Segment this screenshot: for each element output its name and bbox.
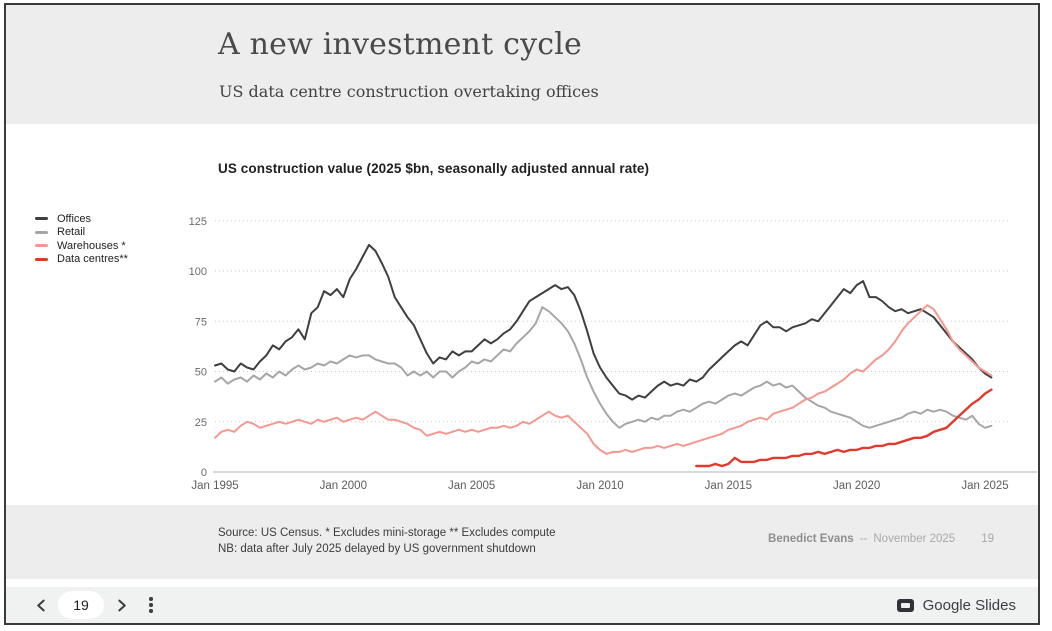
y-tick-label: 25 <box>195 417 207 429</box>
legend-dash-icon <box>35 244 48 248</box>
google-slides-icon <box>896 598 914 612</box>
legend-dash-icon <box>35 257 48 261</box>
credit-separator: -- <box>859 533 868 545</box>
source-note: Source: US Census. * Excludes mini-stora… <box>218 526 556 557</box>
source-line-1: Source: US Census. * Excludes mini-stora… <box>218 527 556 539</box>
legend-item-data-centres: Data centres** <box>35 253 128 267</box>
credit-date: November 2025 <box>873 533 956 545</box>
legend-label: Warehouses * <box>57 239 126 252</box>
x-tick-label: Jan 2000 <box>320 480 367 492</box>
slide-navigation: 19 <box>28 587 162 623</box>
series-line-data-centres <box>695 388 993 468</box>
slide: A new investment cycle US data centre co… <box>6 5 1038 579</box>
slide-footer-band <box>6 505 1038 579</box>
legend-dash-icon <box>35 217 48 221</box>
legend-item-retail: Retail <box>35 226 128 240</box>
slide-title: A new investment cycle <box>218 27 582 62</box>
chevron-left-icon <box>36 599 45 611</box>
legend-item-warehouses: Warehouses * <box>35 239 128 253</box>
x-tick-label: Jan 2025 <box>961 480 1008 492</box>
chart-legend: Offices Retail Warehouses * Data centres** <box>35 212 128 266</box>
slide-subtitle: US data centre construction overtaking o… <box>219 82 599 101</box>
x-tick-label: Jan 1995 <box>191 480 238 492</box>
presentation-toolbar: 19 Google Slides <box>6 587 1038 623</box>
page-number-value: 19 <box>73 597 89 613</box>
legend-item-offices: Offices <box>35 212 128 226</box>
y-tick-label: 0 <box>201 467 207 479</box>
slide-header-band <box>6 5 1038 124</box>
slide-page-number: 19 <box>981 533 994 545</box>
separator-strip <box>6 579 1038 587</box>
legend-label: Data centres** <box>57 253 128 266</box>
y-tick-label: 50 <box>195 367 207 379</box>
more-options-button[interactable] <box>140 590 162 620</box>
y-tick-label: 125 <box>189 216 207 228</box>
x-tick-label: Jan 2005 <box>448 480 495 492</box>
legend-dash-icon <box>35 230 48 234</box>
page-number-input[interactable]: 19 <box>58 591 104 619</box>
x-tick-label: Jan 2015 <box>705 480 752 492</box>
author-credit: Benedict Evans -- November 2025 19 <box>768 533 994 545</box>
source-line-2: NB: data after July 2025 delayed by US g… <box>218 542 536 555</box>
chart-svg: 0 25 50 75 100 125 Jan 1995 Jan 2000 Jan 2005 Jan… <box>189 216 1037 492</box>
kebab-dot <box>149 603 153 607</box>
previous-slide-button[interactable] <box>28 590 54 620</box>
series-line-warehouses <box>214 304 993 455</box>
series-line-retail <box>214 306 993 429</box>
author-name: Benedict Evans <box>768 533 854 545</box>
kebab-dot <box>149 597 153 601</box>
series-line-offices <box>214 243 993 401</box>
chevron-right-icon <box>117 599 126 611</box>
next-slide-button[interactable] <box>108 590 134 620</box>
presentation-frame: A new investment cycle US data centre co… <box>4 3 1040 625</box>
kebab-dot <box>149 609 153 613</box>
legend-label: Retail <box>57 226 86 239</box>
app-brand[interactable]: Google Slides <box>896 587 1016 623</box>
chart-title: US construction value (2025 $bn, seasona… <box>218 161 650 176</box>
x-tick-label: Jan 2010 <box>576 480 623 492</box>
x-tick-label: Jan 2020 <box>833 480 880 492</box>
chart-plot-area: 0 25 50 75 100 125 Jan 1995 Jan 2000 Jan 2005 Jan… <box>185 198 1038 498</box>
app-name: Google Slides <box>922 596 1016 614</box>
y-tick-label: 75 <box>195 316 207 328</box>
y-tick-label: 100 <box>189 266 207 278</box>
legend-label: Offices <box>57 212 92 225</box>
